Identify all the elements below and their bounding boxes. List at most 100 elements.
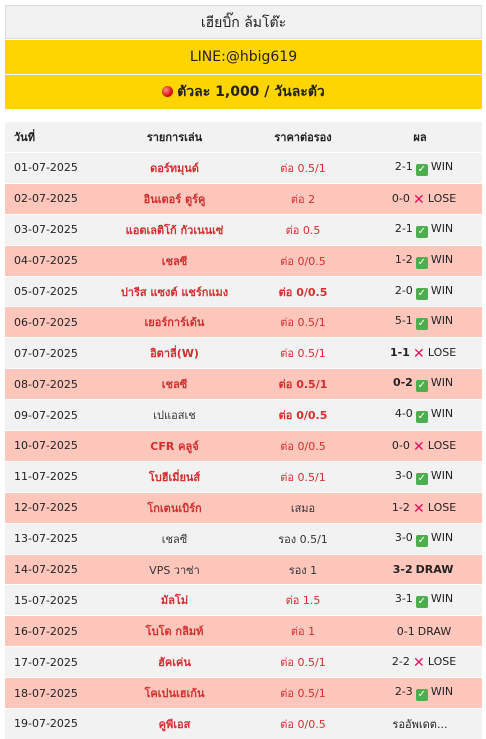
result-label: DRAW: [417, 624, 452, 638]
cell-result: 3-2 DRAW: [358, 553, 482, 585]
cell-date: 15-07-2025: [5, 584, 101, 616]
cell-odds: ต่อ 0.5: [248, 213, 358, 246]
check-box-icon: ✓: [415, 411, 428, 424]
cell-result: 2-1 ✓ WIN: [358, 152, 482, 184]
score: 2-3: [394, 685, 413, 699]
result-label: WIN: [430, 685, 454, 699]
score: 5-1: [394, 314, 413, 328]
cell-odds: ต่อ 0/0.5: [248, 244, 358, 277]
table-row: 01-07-2025 ดอร์ทมุนด์ ต่อ 0.5/1 2-1 ✓ WIN: [5, 152, 482, 184]
cell-odds: เสมอ: [248, 491, 358, 524]
cell-odds: ต่อ 0.5/1: [248, 152, 358, 184]
cell-date: 06-07-2025: [5, 306, 101, 338]
score: 1-2: [394, 252, 413, 266]
cell-date: 13-07-2025: [5, 522, 101, 555]
score: 0-1: [396, 624, 415, 638]
cell-date: 09-07-2025: [5, 399, 101, 431]
cell-result: 1-2 ✕ LOSE: [358, 491, 482, 524]
result-label: WIN: [430, 314, 454, 328]
column-header-odds: ราคาต่อรอง: [248, 122, 358, 153]
result-label: WIN: [430, 252, 454, 266]
cell-odds: ต่อ 0/0.5: [248, 275, 358, 307]
cell-team: เชลซี: [101, 244, 248, 277]
table-row: 08-07-2025 เชลซี ต่อ 0.5/1 0-2 ✓ WIN: [5, 368, 482, 400]
cell-date: 19-07-2025: [5, 708, 101, 739]
result-label: WIN: [430, 468, 454, 482]
score: 1-1: [389, 346, 410, 360]
score: 4-0: [394, 407, 413, 421]
cell-odds: ต่อ 0.5/1: [248, 337, 358, 369]
cell-date: 08-07-2025: [5, 368, 101, 400]
score: 0-0: [391, 438, 410, 452]
score: 3-2: [392, 563, 413, 577]
cell-result: 2-3 ✓ WIN: [358, 677, 482, 709]
table-row: 02-07-2025 อินเตอร์ ตูร์คู ต่อ 2 0-0 ✕ LOSE: [5, 182, 482, 215]
table-row: 17-07-2025 ฮัคเค่น ต่อ 0.5/1 2-2 ✕ LOSE: [5, 646, 482, 678]
cross-icon: ✕: [412, 438, 425, 455]
cell-team: โบโด กลิมท์: [101, 615, 248, 647]
table-row: 04-07-2025 เชลซี ต่อ 0/0.5 1-2 ✓ WIN: [5, 244, 482, 277]
table-row: 19-07-2025 คูพีเอส ต่อ 0/0.5 รออัพเดต...: [5, 708, 482, 739]
table-row: 11-07-2025 โบฮีเมี่ยนส์ ต่อ 0.5/1 3-0 ✓ WIN: [5, 460, 482, 493]
cell-result: 0-2 ✓ WIN: [358, 368, 482, 400]
result-label: WIN: [430, 407, 454, 421]
cell-date: 17-07-2025: [5, 646, 101, 678]
cell-odds: ต่อ 0/0.5: [248, 399, 358, 431]
cell-result: 2-0 ✓ WIN: [358, 275, 482, 307]
cell-date: 07-07-2025: [5, 337, 101, 369]
result-label: LOSE: [427, 346, 457, 360]
result-label: WIN: [430, 530, 454, 544]
column-header-result: ผล: [358, 122, 482, 153]
result-label: LOSE: [427, 438, 457, 452]
cell-odds: ต่อ 0/0.5: [248, 430, 358, 462]
table-row: 14-07-2025 VPS วาซ่า รอง 1 3-2 DRAW: [5, 553, 482, 585]
result-label: DRAW: [415, 563, 454, 577]
score: 2-2: [391, 655, 410, 669]
check-box-icon: ✓: [415, 287, 428, 300]
cell-date: 04-07-2025: [5, 244, 101, 277]
cell-odds: ต่อ 2: [248, 182, 358, 215]
table-row: 13-07-2025 เชลซี รอง 0.5/1 3-0 ✓ WIN: [5, 522, 482, 555]
cell-odds: ต่อ 0.5/1: [248, 306, 358, 338]
table-row: 07-07-2025 อิตาลี่(W) ต่อ 0.5/1 1-1 ✕ LOSE: [5, 337, 482, 369]
cell-result: 4-0 ✓ WIN: [358, 399, 482, 431]
score: 2-1: [394, 221, 413, 235]
table-row: 15-07-2025 มัลโม่ ต่อ 1.5 3-1 ✓ WIN: [5, 584, 482, 616]
score: 1-2: [391, 500, 410, 514]
check-box-icon: ✓: [415, 534, 428, 547]
cell-date: 12-07-2025: [5, 491, 101, 524]
cross-icon: ✕: [412, 655, 425, 672]
cell-team: คูพีเอส: [101, 708, 248, 739]
cell-odds: ต่อ 1.5: [248, 584, 358, 616]
check-box-icon: ✓: [415, 380, 428, 393]
cell-result: 3-1 ✓ WIN: [358, 584, 482, 616]
cell-team: มัลโม่: [101, 584, 248, 616]
cell-team: โคเปนเฮเก้น: [101, 677, 248, 709]
column-header-team: รายการเล่น: [101, 122, 248, 153]
result-label: รออัพเดต...: [392, 717, 448, 731]
cell-team: เยอร์การ์เด้น: [101, 306, 248, 338]
table-row: 12-07-2025 โกเตนเบิร์ก เสมอ 1-2 ✕ LOSE: [5, 491, 482, 524]
cell-result: 0-0 ✕ LOSE: [358, 430, 482, 462]
promo-text: ตัวละ 1,000 / วันละตัว: [177, 84, 325, 100]
table-row: 03-07-2025 แอตเลติโก้ กัวเนนเซ่ ต่อ 0.5 2-1…: [5, 213, 482, 246]
result-label: WIN: [430, 592, 454, 606]
cell-result: 2-2 ✕ LOSE: [358, 646, 482, 678]
cell-team: VPS วาซ่า: [101, 553, 248, 585]
result-label: WIN: [430, 221, 454, 235]
cell-result: รออัพเดต...: [358, 708, 482, 739]
score: 2-1: [394, 159, 413, 173]
cell-team: ดอร์ทมุนด์: [101, 152, 248, 184]
cell-team: CFR คลูจ์: [101, 430, 248, 462]
cell-result: 1-2 ✓ WIN: [358, 244, 482, 277]
cell-date: 14-07-2025: [5, 553, 101, 585]
cell-team: ปารีส แซงต์ แชร์กแมง: [101, 275, 248, 307]
cell-date: 03-07-2025: [5, 213, 101, 246]
cell-team: ฮัคเค่น: [101, 646, 248, 678]
cell-date: 02-07-2025: [5, 182, 101, 215]
cell-date: 18-07-2025: [5, 677, 101, 709]
cell-result: 3-0 ✓ WIN: [358, 460, 482, 493]
line-contact[interactable]: LINE:@hbig619: [5, 40, 482, 74]
score: 3-0: [394, 530, 413, 544]
check-box-icon: ✓: [415, 689, 428, 702]
